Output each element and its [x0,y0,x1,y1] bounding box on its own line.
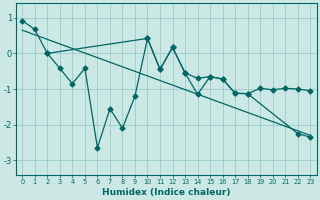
X-axis label: Humidex (Indice chaleur): Humidex (Indice chaleur) [102,188,230,197]
